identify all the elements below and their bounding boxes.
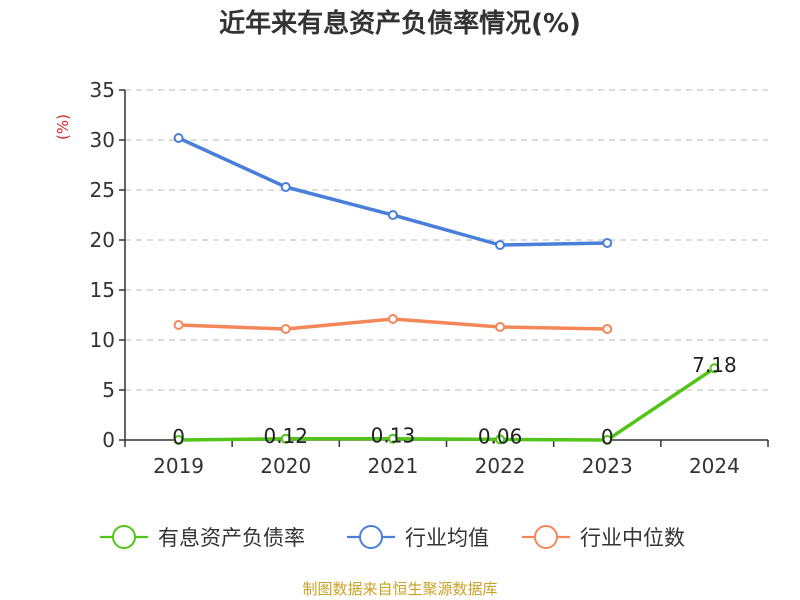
data-point bbox=[387, 210, 398, 220]
legend-marker bbox=[534, 525, 558, 549]
legend-label: 行业均值 bbox=[405, 526, 489, 550]
data-label: 0 bbox=[172, 425, 185, 449]
x-tick-label: 2019 bbox=[153, 454, 204, 478]
data-point bbox=[173, 435, 184, 445]
data-point bbox=[173, 133, 184, 143]
data-point bbox=[280, 324, 291, 334]
data-point bbox=[387, 314, 398, 324]
data-point bbox=[495, 322, 506, 332]
y-tick-label: 10 bbox=[90, 328, 115, 352]
y-tick-label: 25 bbox=[90, 178, 115, 202]
chart-title: 近年来有息资产负债率情况(%) bbox=[219, 8, 581, 39]
data-point bbox=[602, 324, 613, 334]
x-tick-label: 2022 bbox=[475, 454, 526, 478]
legend-label: 行业中位数 bbox=[580, 526, 685, 550]
y-tick-label: 15 bbox=[90, 278, 115, 302]
data-point bbox=[495, 434, 506, 445]
y-tick-label: 30 bbox=[90, 128, 115, 152]
x-tick-label: 2021 bbox=[367, 454, 418, 478]
data-point bbox=[495, 240, 506, 250]
data-point bbox=[280, 433, 291, 444]
data-label: 7.18 bbox=[692, 353, 737, 377]
legend-label: 有息资产负债率 bbox=[158, 526, 305, 550]
data-label: 0.06 bbox=[478, 424, 523, 448]
axes: 0 5 10 15 20 25 30 35 2019 2020 2021 2022 2023 2024 bbox=[90, 78, 769, 478]
y-tick-label: 0 bbox=[102, 428, 115, 452]
data-point bbox=[387, 433, 398, 444]
y-tick-label: 20 bbox=[90, 228, 115, 252]
series-line bbox=[176, 136, 609, 247]
y-tick-label: 35 bbox=[90, 78, 115, 102]
data-label: 0.13 bbox=[371, 424, 416, 448]
series-line bbox=[176, 366, 717, 442]
data-point bbox=[709, 363, 720, 374]
x-tick-label: 2020 bbox=[260, 454, 311, 478]
data-label: 0.12 bbox=[263, 424, 308, 448]
data-label: 0 bbox=[601, 425, 614, 449]
data-point bbox=[602, 238, 613, 248]
x-tick-label: 2023 bbox=[582, 454, 633, 478]
data-point bbox=[602, 435, 613, 445]
data-point bbox=[280, 182, 291, 192]
x-tick-label: 2024 bbox=[689, 454, 740, 478]
series-layer bbox=[173, 133, 720, 445]
legend-marker bbox=[112, 525, 136, 549]
data-labels: 0 0.12 0.13 0.06 0 7.18 bbox=[172, 353, 736, 449]
y-axis-unit: (%) bbox=[54, 114, 72, 140]
y-tick-label: 5 bbox=[102, 378, 115, 402]
legend: 有息资产负债率 行业均值 行业中位数 bbox=[100, 525, 685, 550]
legend-marker bbox=[359, 525, 383, 549]
source-note: 制图数据来自恒生聚源数据库 bbox=[302, 580, 497, 598]
data-point bbox=[173, 320, 184, 330]
grid-lines bbox=[125, 89, 768, 391]
